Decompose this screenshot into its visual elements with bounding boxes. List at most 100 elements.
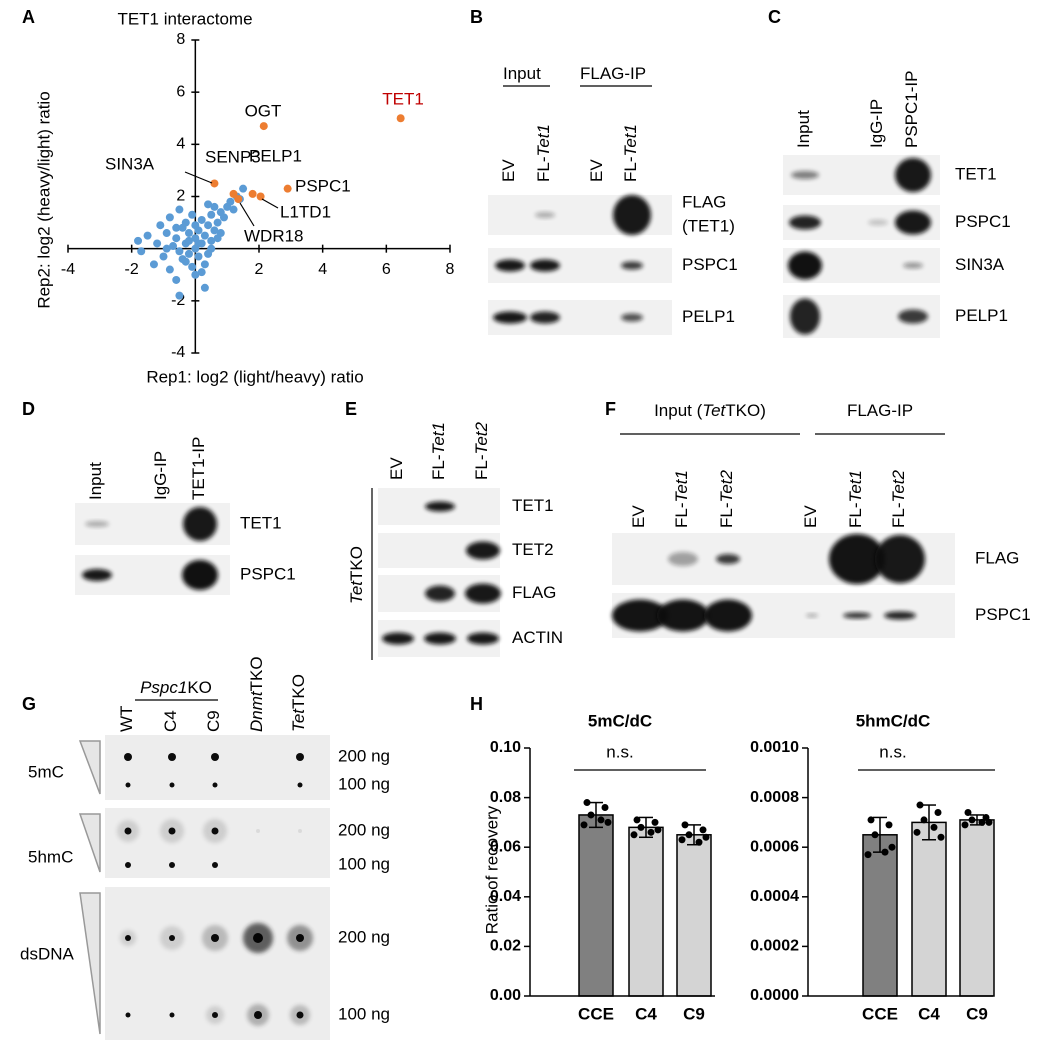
band: [875, 535, 925, 583]
leader-line: [261, 198, 279, 209]
row-label: PSPC1: [240, 564, 296, 583]
replicate-point: [699, 826, 707, 834]
y-tick-label: 2: [176, 188, 185, 205]
replicate-point: [937, 833, 945, 841]
point-label: PSPC1: [295, 176, 351, 195]
lane-label-part: EV: [801, 505, 820, 528]
band: [704, 599, 752, 632]
point: [229, 205, 238, 214]
point: [197, 215, 206, 224]
side-label: TetTKO: [347, 546, 366, 604]
dot: [254, 1011, 262, 1019]
panel-letter: F: [605, 399, 616, 419]
row-label: SIN3A: [955, 255, 1005, 274]
replicate-point: [630, 831, 638, 839]
bar: [578, 814, 614, 997]
band: [903, 262, 923, 269]
replicate-point: [913, 828, 921, 836]
replicate-point: [583, 799, 591, 807]
group-label-part: FLAG-IP: [847, 401, 913, 420]
lane-label: FL-Tet2: [889, 469, 908, 528]
column-label: WT: [117, 706, 136, 732]
point: [175, 291, 184, 300]
column-label: TetTKO: [289, 674, 308, 732]
lane-label: EV: [499, 159, 518, 182]
row-label: ACTIN: [512, 628, 563, 647]
bar: [959, 819, 995, 997]
point: [181, 218, 190, 227]
x-tick-label: CCE: [578, 1004, 614, 1023]
replicate-point: [702, 833, 710, 841]
x-tick-label: C9: [683, 1004, 705, 1023]
x-tick-label: 8: [446, 261, 455, 278]
column-label: C4: [161, 710, 180, 732]
lane-label-part: Tet2: [889, 469, 908, 502]
y-tick-label: -4: [171, 344, 185, 361]
replicate-point: [978, 818, 986, 826]
lane-label: FL-Tet1: [846, 470, 865, 528]
bar: [862, 834, 898, 997]
point: [226, 197, 235, 206]
replicate-point: [916, 801, 924, 809]
row-label: TET2: [512, 540, 554, 559]
lane-label: EV: [629, 505, 648, 528]
band: [535, 212, 555, 218]
replicate-point: [885, 821, 893, 829]
row-label: (TET1): [682, 216, 735, 235]
lane-label-part: TET1-IP: [189, 437, 208, 500]
y-tick-label: 0.0004: [750, 888, 799, 905]
band: [82, 569, 112, 581]
point: [172, 223, 181, 232]
point: [191, 221, 200, 230]
membrane-label: dsDNA: [20, 944, 75, 963]
point: [175, 205, 184, 214]
column-label-part: Dnmt: [247, 690, 266, 732]
panel-letter: B: [470, 7, 483, 27]
point: [156, 221, 165, 230]
point: [175, 247, 184, 256]
lane-label-part: FL-: [534, 157, 553, 183]
point: [204, 200, 213, 209]
row-label: TET1: [955, 164, 997, 183]
group-label-part: Pspc1: [140, 678, 187, 697]
point: [169, 242, 178, 251]
point: [165, 265, 174, 274]
y-tick-label: 0.0000: [750, 987, 799, 1004]
point-label: WDR18: [244, 226, 304, 245]
group-label-part: FLAG-IP: [580, 64, 646, 83]
column-label: DnmtTKO: [247, 656, 266, 732]
lane-label-part: Tet2: [472, 421, 491, 454]
band: [466, 541, 500, 560]
band: [530, 259, 560, 272]
lane-label: FL-Tet1: [672, 470, 691, 528]
group-label: Pspc1KO: [140, 678, 212, 697]
panel-letter: E: [345, 399, 357, 419]
point: [207, 244, 216, 253]
point: [191, 270, 200, 279]
membrane: [105, 735, 330, 800]
x-tick-label: C9: [966, 1004, 988, 1023]
column-label: C9: [204, 710, 223, 732]
band: [495, 259, 525, 272]
replicate-point: [685, 831, 693, 839]
chart-title: 5mC/dC: [588, 711, 652, 730]
point: [248, 189, 257, 198]
lane-label: Input: [794, 110, 813, 148]
x-tick-label: 4: [318, 261, 327, 278]
replicate-point: [964, 808, 972, 816]
point: [210, 179, 219, 188]
lane-label-part: EV: [629, 505, 648, 528]
amount-wedge: [79, 892, 101, 1035]
y-tick-label: 8: [176, 31, 185, 48]
lane-label: FL-Tet2: [472, 421, 491, 480]
row-label: PELP1: [682, 307, 735, 326]
row-label: 200 ng: [338, 820, 390, 839]
point: [162, 229, 171, 238]
point: [137, 247, 146, 256]
row-label: 100 ng: [338, 1004, 390, 1023]
dot: [211, 827, 219, 835]
bar: [676, 834, 712, 997]
point: [234, 195, 243, 204]
y-tick-label: 0.00: [490, 987, 521, 1004]
replicate-point: [934, 808, 942, 816]
